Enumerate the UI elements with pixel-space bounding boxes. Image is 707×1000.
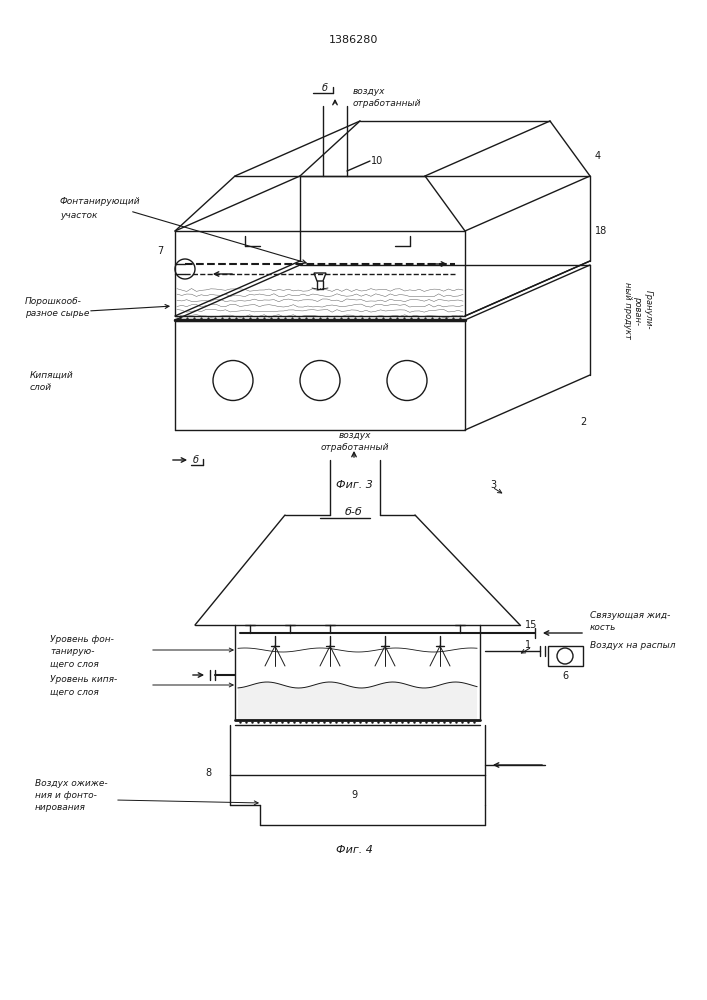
Text: 7: 7	[157, 246, 163, 256]
Text: Уровень фон-: Уровень фон-	[50, 636, 114, 645]
Text: кость: кость	[590, 622, 617, 632]
Text: Фиг. 3: Фиг. 3	[336, 480, 373, 490]
Text: воздух: воздух	[353, 87, 385, 96]
Text: 2: 2	[580, 417, 586, 427]
Text: Гранули-
рован-
ный продукт: Гранули- рован- ный продукт	[623, 282, 653, 338]
Text: нирования: нирования	[35, 802, 86, 812]
Polygon shape	[314, 273, 326, 281]
Text: б: б	[193, 455, 199, 465]
Text: Фиг. 4: Фиг. 4	[336, 845, 373, 855]
Text: воздух: воздух	[339, 430, 371, 440]
Text: ния и фонто-: ния и фонто-	[35, 790, 97, 800]
Text: 1: 1	[525, 640, 531, 650]
Text: Связующая жид-: Связующая жид-	[590, 610, 670, 619]
Text: Воздух ожиже-: Воздух ожиже-	[35, 778, 107, 788]
Text: 15: 15	[525, 620, 537, 630]
Text: разное сырье: разное сырье	[25, 310, 89, 318]
Text: отработанный: отработанный	[321, 444, 390, 452]
Polygon shape	[238, 682, 477, 720]
Text: б: б	[322, 83, 328, 93]
Text: 4: 4	[595, 151, 601, 161]
Text: 3: 3	[490, 480, 496, 490]
Text: Воздух на распыл: Воздух на распыл	[590, 642, 675, 650]
Bar	[548, 646, 583, 666]
Text: щего слоя: щего слоя	[50, 688, 99, 696]
Text: 8: 8	[205, 768, 211, 778]
Text: Уровень кипя-: Уровень кипя-	[50, 676, 117, 684]
Text: б-б: б-б	[345, 507, 363, 517]
Text: танирую-: танирую-	[50, 648, 95, 656]
Text: Фонтанирующий: Фонтанирующий	[60, 196, 141, 206]
Text: 1386280: 1386280	[329, 35, 379, 45]
Text: 6: 6	[562, 671, 568, 681]
Text: Порошкооб-: Порошкооб-	[25, 296, 82, 306]
Text: Кипящий: Кипящий	[30, 370, 74, 379]
Text: щего слоя: щего слоя	[50, 660, 99, 668]
Text: 10: 10	[371, 156, 383, 166]
Text: участок: участок	[60, 211, 98, 220]
Text: слой: слой	[30, 383, 52, 392]
Text: отработанный: отработанный	[353, 100, 421, 108]
Text: 9: 9	[351, 790, 357, 800]
Text: 18: 18	[595, 226, 607, 236]
